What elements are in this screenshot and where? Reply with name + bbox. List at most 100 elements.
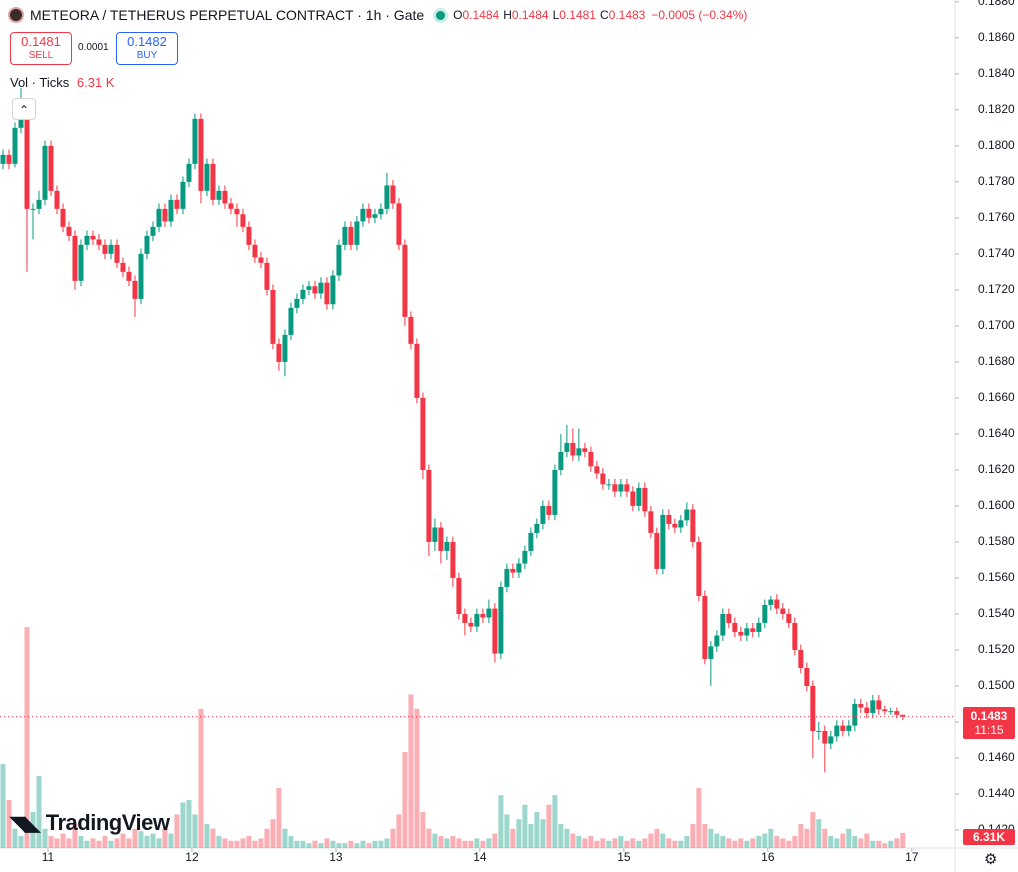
volume-bar: [714, 833, 720, 848]
candle-body: [480, 613, 486, 618]
volume-bar: [318, 843, 324, 848]
volume-bar: [534, 812, 540, 848]
volume-bar: [36, 776, 42, 848]
candle-body: [372, 214, 378, 218]
candle-body: [366, 208, 372, 218]
candle-body: [120, 262, 126, 272]
volume-bar: [156, 838, 162, 848]
volume-bar: [684, 836, 690, 848]
candle-body: [384, 185, 390, 209]
volume-bar: [24, 627, 30, 848]
volume-bar: [570, 833, 576, 848]
candle-body: [114, 244, 120, 263]
volume-value: 6.31 K: [76, 75, 115, 90]
y-tick-label: 0.1780: [978, 174, 1015, 188]
candle-body: [582, 448, 588, 452]
volume-bar: [696, 788, 702, 848]
volume-bar: [876, 840, 882, 848]
candle-body: [72, 235, 78, 281]
volume-bar: [234, 840, 240, 848]
candle-body: [354, 221, 360, 245]
volume-bar: [516, 819, 522, 848]
settings-button[interactable]: ⚙: [984, 851, 998, 868]
volume-bar: [852, 836, 858, 848]
volume-bar: [600, 838, 606, 848]
candle-body: [786, 613, 792, 623]
volume-bar: [636, 840, 642, 848]
candle-body: [270, 289, 276, 344]
volume-bar: [894, 838, 900, 848]
header: METEORA / TETHERUS PERPETUAL CONTRACT · …: [8, 7, 747, 23]
candle-body: [714, 635, 720, 647]
ohlc-label: O: [453, 8, 463, 22]
volume-bar: [882, 843, 888, 848]
candle-body: [492, 608, 498, 654]
candle-body: [432, 527, 438, 542]
x-tick-label: 16: [761, 850, 775, 864]
buy-button[interactable]: 0.1482 BUY: [116, 32, 178, 65]
candle-body: [0, 154, 6, 164]
volume-layer: [0, 627, 906, 848]
candle-body: [396, 203, 402, 245]
volume-bar: [822, 828, 828, 848]
volume-bar: [660, 833, 666, 848]
volume-bar: [456, 838, 462, 848]
ohlc-label: L: [552, 8, 560, 22]
sell-button[interactable]: 0.1481 SELL: [10, 32, 72, 65]
candle-body: [186, 163, 192, 182]
volume-bar: [414, 708, 420, 848]
change: −0.0005 (−0.34%): [651, 8, 748, 22]
candle-body: [834, 725, 840, 737]
volume-bar: [420, 812, 426, 848]
candle-body: [456, 577, 462, 614]
candle-body: [468, 622, 474, 627]
candle-body: [402, 244, 408, 317]
candle-body: [768, 599, 774, 605]
y-tick-label: 0.1820: [978, 102, 1015, 116]
x-tick-label: 11: [42, 850, 55, 864]
volume-bar: [306, 843, 312, 848]
volume-bar: [192, 814, 198, 848]
volume-bar: [0, 764, 6, 848]
candle-body: [720, 613, 726, 636]
candle-body: [444, 541, 450, 551]
volume-bar: [666, 838, 672, 848]
candle-body: [60, 208, 66, 227]
candle-body: [876, 700, 882, 710]
spread: 0.0001: [78, 42, 109, 53]
candle-body: [726, 613, 732, 623]
candle-body: [408, 316, 414, 344]
volume-bar: [390, 828, 396, 848]
volume-bar: [198, 708, 204, 848]
candle-body: [264, 262, 270, 290]
candle-body: [246, 226, 252, 245]
volume-bar: [222, 838, 228, 848]
volume-bar: [522, 804, 528, 848]
candle-body: [258, 257, 264, 263]
candle-body: [156, 208, 162, 227]
volume-bar: [228, 840, 234, 848]
ohlc-label: H: [503, 8, 512, 22]
volume-bar: [780, 838, 786, 848]
candle-body: [762, 604, 768, 623]
volume-bar: [618, 836, 624, 848]
collapse-button[interactable]: ⌃: [12, 98, 36, 120]
candle-body: [798, 649, 804, 668]
volume-bar: [114, 838, 120, 848]
volume-bar: [288, 836, 294, 848]
volume-bar: [246, 836, 252, 848]
candle-body: [540, 505, 546, 524]
candle-body: [48, 145, 54, 191]
volume-bar: [174, 814, 180, 848]
volume-bar: [870, 840, 876, 848]
candle-body: [696, 541, 702, 596]
x-tick-label: 17: [905, 850, 919, 864]
volume-bar: [720, 836, 726, 848]
candle-body: [648, 511, 654, 533]
y-tick-label: 0.1840: [978, 66, 1015, 80]
volume-bar: [438, 836, 444, 848]
volume-bar: [672, 840, 678, 848]
volume-bar: [654, 828, 660, 848]
candle-body: [822, 730, 828, 744]
